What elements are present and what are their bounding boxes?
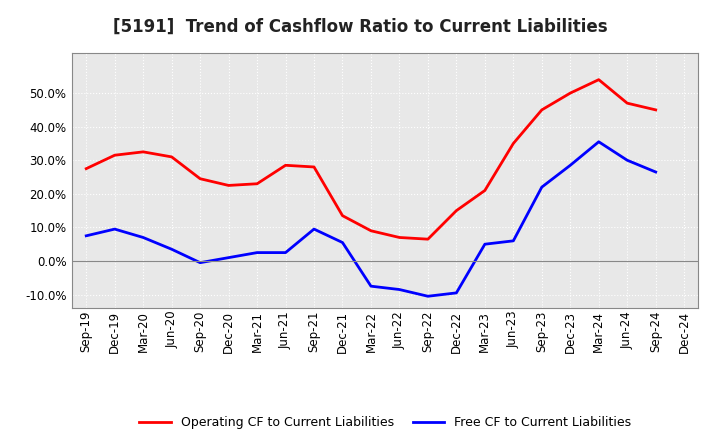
Free CF to Current Liabilities: [196, 260, 204, 265]
Free CF to Current Liabilities: [537, 184, 546, 190]
Free CF to Current Liabilities: [623, 158, 631, 163]
Free CF to Current Liabilities: [595, 139, 603, 144]
Free CF to Current Liabilities: [423, 293, 432, 299]
Operating CF to Current Liabilities: [452, 208, 461, 213]
Operating CF to Current Liabilities: [282, 163, 290, 168]
Operating CF to Current Liabilities: [82, 166, 91, 171]
Operating CF to Current Liabilities: [480, 188, 489, 193]
Line: Free CF to Current Liabilities: Free CF to Current Liabilities: [86, 142, 656, 296]
Free CF to Current Liabilities: [509, 238, 518, 243]
Free CF to Current Liabilities: [225, 255, 233, 260]
Operating CF to Current Liabilities: [338, 213, 347, 218]
Operating CF to Current Liabilities: [310, 164, 318, 169]
Operating CF to Current Liabilities: [652, 107, 660, 113]
Free CF to Current Liabilities: [253, 250, 261, 255]
Operating CF to Current Liabilities: [595, 77, 603, 82]
Line: Operating CF to Current Liabilities: Operating CF to Current Liabilities: [86, 80, 656, 239]
Operating CF to Current Liabilities: [110, 153, 119, 158]
Free CF to Current Liabilities: [310, 227, 318, 232]
Free CF to Current Liabilities: [338, 240, 347, 245]
Operating CF to Current Liabilities: [623, 100, 631, 106]
Operating CF to Current Liabilities: [196, 176, 204, 181]
Free CF to Current Liabilities: [652, 169, 660, 175]
Free CF to Current Liabilities: [282, 250, 290, 255]
Operating CF to Current Liabilities: [253, 181, 261, 187]
Operating CF to Current Liabilities: [509, 141, 518, 146]
Free CF to Current Liabilities: [110, 227, 119, 232]
Operating CF to Current Liabilities: [139, 149, 148, 154]
Operating CF to Current Liabilities: [395, 235, 404, 240]
Operating CF to Current Liabilities: [423, 237, 432, 242]
Legend: Operating CF to Current Liabilities, Free CF to Current Liabilities: Operating CF to Current Liabilities, Fre…: [135, 411, 636, 434]
Text: [5191]  Trend of Cashflow Ratio to Current Liabilities: [5191] Trend of Cashflow Ratio to Curren…: [113, 18, 607, 36]
Free CF to Current Liabilities: [82, 233, 91, 238]
Operating CF to Current Liabilities: [566, 91, 575, 96]
Operating CF to Current Liabilities: [366, 228, 375, 233]
Free CF to Current Liabilities: [480, 242, 489, 247]
Free CF to Current Liabilities: [452, 290, 461, 296]
Operating CF to Current Liabilities: [167, 154, 176, 160]
Free CF to Current Liabilities: [167, 246, 176, 252]
Free CF to Current Liabilities: [395, 287, 404, 292]
Operating CF to Current Liabilities: [225, 183, 233, 188]
Free CF to Current Liabilities: [366, 283, 375, 289]
Free CF to Current Liabilities: [566, 163, 575, 168]
Free CF to Current Liabilities: [139, 235, 148, 240]
Operating CF to Current Liabilities: [537, 107, 546, 113]
